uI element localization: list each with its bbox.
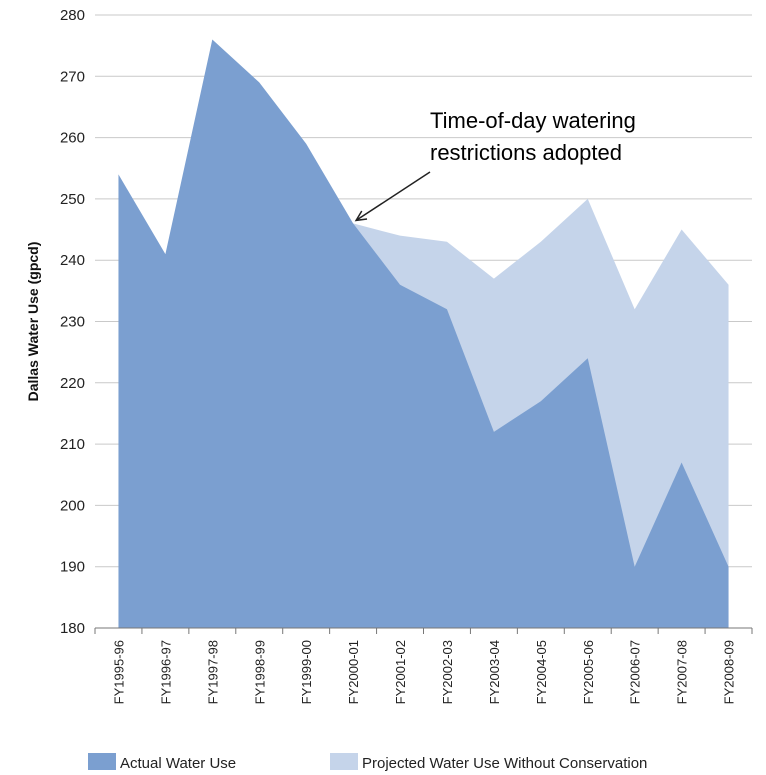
- y-tick-label: 200: [60, 497, 85, 514]
- x-tick-label: FY2000-01: [346, 640, 361, 704]
- y-tick-label: 210: [60, 436, 85, 453]
- x-tick-label: FY1997-98: [205, 640, 220, 704]
- legend: Actual Water Use Projected Water Use Wit…: [88, 753, 647, 772]
- annotation-line-1: Time-of-day watering: [430, 108, 636, 133]
- annotation: Time-of-day watering restrictions adopte…: [354, 108, 636, 222]
- annotation-arrow-head: [354, 210, 368, 222]
- series-layer: [118, 39, 729, 628]
- y-axis-label: Dallas Water Use (gpcd): [25, 242, 41, 402]
- legend-swatch-projected: [330, 753, 358, 770]
- y-tick-labels: 180 190 200 210 220 230 240 250 260 270 280: [60, 7, 85, 637]
- legend-label-projected: Projected Water Use Without Conservation: [362, 755, 647, 772]
- y-tick-label: 280: [60, 7, 85, 24]
- x-tick-label: FY2001-02: [393, 640, 408, 704]
- annotation-line-2: restrictions adopted: [430, 140, 622, 165]
- annotation-arrow-line: [355, 171, 431, 222]
- x-tick-label: FY2004-05: [534, 640, 549, 704]
- y-tick-label: 190: [60, 559, 85, 576]
- x-tick-label: FY1998-99: [252, 640, 267, 704]
- y-tick-label: 220: [60, 375, 85, 392]
- area-actual-water-use: [118, 39, 729, 628]
- x-tick-label: FY2007-08: [675, 640, 690, 704]
- legend-label-actual: Actual Water Use: [120, 755, 236, 772]
- x-tick-label: FY2008-09: [722, 640, 737, 704]
- x-tick-label: FY1999-00: [299, 640, 314, 704]
- y-tick-label: 240: [60, 252, 85, 269]
- y-tick-label: 250: [60, 191, 85, 208]
- y-tick-label: 180: [60, 620, 85, 637]
- legend-swatch-actual: [88, 753, 116, 770]
- x-tick-labels: FY1995-96 FY1996-97 FY1997-98 FY1998-99 FY19…: [94, 628, 753, 704]
- x-tick-label: FY2003-04: [487, 640, 502, 704]
- y-tick-label: 230: [60, 314, 85, 331]
- y-tick-label: 270: [60, 68, 85, 85]
- x-tick-label: FY1995-96: [111, 640, 126, 704]
- x-tick-label: FY2002-03: [440, 640, 455, 704]
- x-tick-label: FY2005-06: [581, 640, 596, 704]
- x-tick-label: FY2006-07: [628, 640, 643, 704]
- y-tick-label: 260: [60, 130, 85, 147]
- x-tick-label: FY1996-97: [158, 640, 173, 704]
